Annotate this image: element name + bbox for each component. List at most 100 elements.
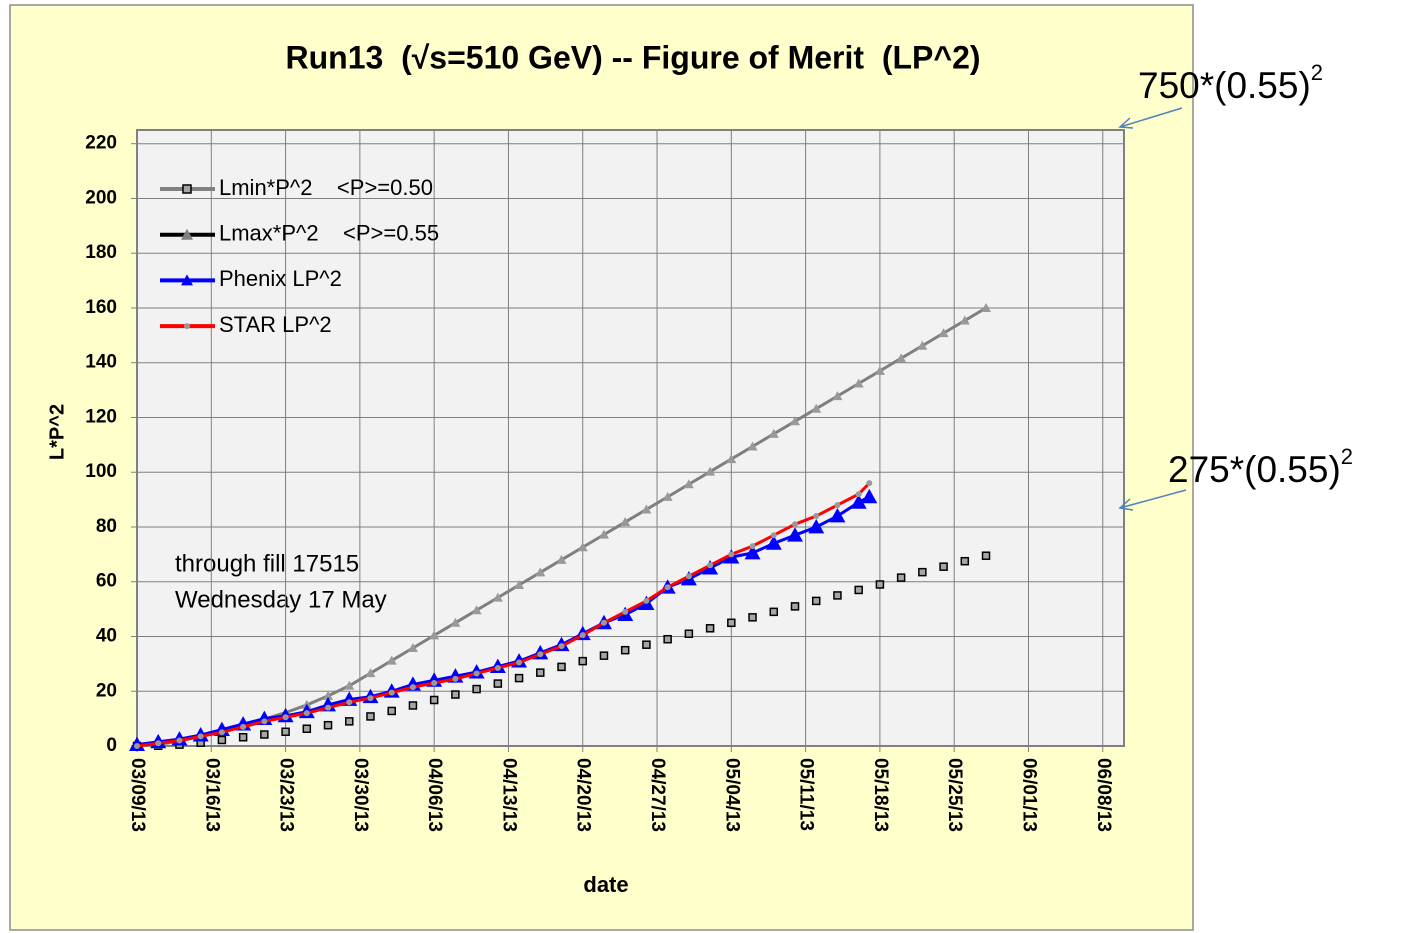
annotation: Wednesday 17 May bbox=[175, 586, 387, 613]
marker bbox=[134, 743, 140, 749]
marker bbox=[684, 629, 694, 639]
marker bbox=[387, 706, 396, 716]
marker bbox=[833, 591, 842, 600]
marker bbox=[875, 580, 885, 589]
marker bbox=[854, 585, 863, 595]
marker bbox=[407, 642, 418, 652]
marker bbox=[408, 701, 418, 710]
marker bbox=[769, 607, 779, 617]
marker bbox=[302, 724, 312, 734]
marker bbox=[850, 494, 867, 509]
marker bbox=[790, 416, 800, 426]
marker bbox=[981, 302, 992, 312]
x-tick-label: 04/20/13 bbox=[573, 758, 594, 832]
marker bbox=[176, 737, 183, 744]
x-tick-label: 04/06/13 bbox=[424, 758, 445, 832]
y-tick-label: 60 bbox=[96, 571, 117, 592]
side-note-text: 750*(0.55) bbox=[1138, 65, 1311, 106]
x-tick-label: 03/09/13 bbox=[127, 758, 148, 832]
legend-label: Lmin*P^2 <P>=0.50 bbox=[219, 175, 433, 200]
legend-marker bbox=[184, 323, 190, 330]
marker bbox=[747, 441, 758, 451]
marker bbox=[345, 717, 354, 726]
marker bbox=[663, 634, 672, 644]
marker bbox=[620, 517, 631, 527]
marker bbox=[516, 659, 523, 666]
marker bbox=[768, 428, 779, 438]
marker bbox=[578, 656, 587, 666]
y-tick-label: 20 bbox=[96, 680, 117, 701]
chart-title: Run13 (√s=510 GeV) -- Figure of Merit (L… bbox=[285, 39, 980, 75]
marker bbox=[744, 544, 761, 560]
series-line bbox=[136, 482, 871, 748]
side-note: 275*(0.55)2 bbox=[1168, 444, 1353, 490]
marker bbox=[260, 730, 269, 739]
legend-marker bbox=[181, 228, 193, 240]
marker bbox=[556, 554, 567, 564]
grid bbox=[136, 130, 1124, 747]
marker bbox=[536, 668, 545, 677]
marker bbox=[896, 573, 906, 582]
marker bbox=[707, 562, 714, 569]
marker bbox=[429, 630, 440, 640]
marker bbox=[323, 690, 334, 700]
marker bbox=[472, 684, 481, 694]
y-tick-label: 0 bbox=[106, 735, 117, 756]
marker bbox=[641, 504, 652, 514]
marker bbox=[240, 723, 247, 730]
marker bbox=[217, 735, 227, 745]
marker bbox=[473, 670, 480, 677]
marker bbox=[622, 608, 629, 615]
series bbox=[134, 480, 873, 749]
marker bbox=[705, 624, 715, 633]
marker bbox=[813, 513, 820, 520]
x-tick-label: 05/18/13 bbox=[870, 758, 891, 832]
marker bbox=[918, 567, 927, 577]
x-tick-label: 05/11/13 bbox=[796, 758, 817, 831]
plot-area bbox=[136, 129, 1125, 747]
marker bbox=[429, 695, 439, 705]
marker bbox=[808, 518, 825, 534]
marker bbox=[811, 596, 821, 606]
y-tick-label: 120 bbox=[85, 406, 117, 427]
marker bbox=[960, 556, 970, 566]
marker bbox=[197, 733, 204, 740]
y-tick-label: 80 bbox=[96, 516, 117, 537]
x-tick-label: 03/16/13 bbox=[201, 758, 222, 832]
x-tick-label: 06/01/13 bbox=[1018, 758, 1039, 832]
marker bbox=[792, 521, 798, 528]
marker bbox=[409, 684, 416, 691]
marker bbox=[874, 365, 885, 375]
marker bbox=[683, 479, 694, 489]
marker bbox=[494, 664, 501, 671]
legend-label: Lmax*P^2 <P>=0.55 bbox=[219, 221, 439, 246]
marker bbox=[325, 704, 332, 711]
marker bbox=[728, 551, 735, 558]
y-tick-label: 220 bbox=[85, 133, 117, 154]
y-tick-label: 200 bbox=[85, 187, 117, 208]
marker bbox=[790, 602, 800, 611]
side-note: 750*(0.55)2 bbox=[1138, 60, 1323, 106]
marker bbox=[917, 340, 928, 350]
marker bbox=[866, 480, 873, 487]
x-tick-label: 03/23/13 bbox=[276, 758, 297, 832]
side-note-sup: 2 bbox=[1341, 444, 1353, 469]
marker bbox=[323, 720, 333, 730]
marker bbox=[346, 699, 353, 706]
marker bbox=[388, 689, 395, 696]
x-tick-label: 04/27/13 bbox=[647, 758, 668, 832]
arrow-head bbox=[1118, 117, 1134, 129]
y-tick-label: 40 bbox=[96, 626, 117, 647]
marker bbox=[938, 328, 949, 338]
marker bbox=[471, 605, 482, 615]
marker bbox=[643, 597, 650, 604]
marker bbox=[579, 632, 586, 639]
marker bbox=[939, 562, 948, 571]
marker bbox=[514, 673, 524, 683]
y-tick-label: 140 bbox=[85, 352, 117, 373]
x-tick-label: 05/04/13 bbox=[721, 758, 742, 832]
x-tick-label: 06/08/13 bbox=[1093, 758, 1114, 832]
marker bbox=[685, 573, 692, 580]
